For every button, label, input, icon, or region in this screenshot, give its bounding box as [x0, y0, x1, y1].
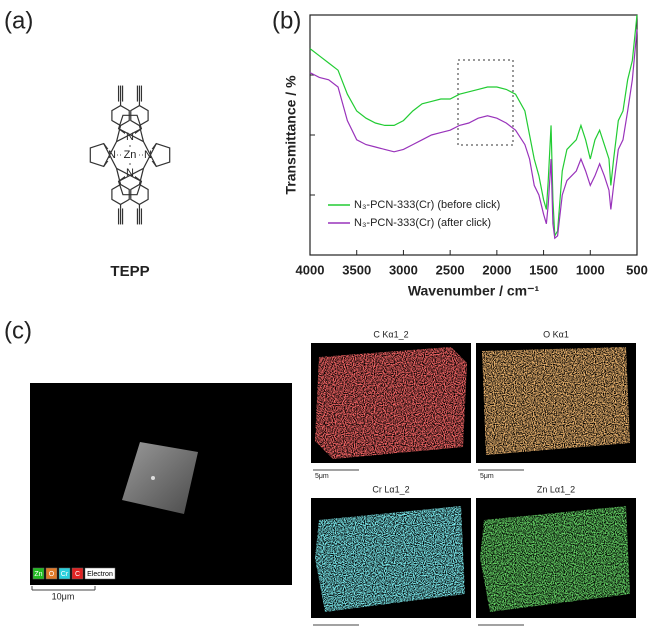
x-axis-title: Wavenumber / cm⁻¹	[408, 283, 540, 299]
x-tick-label: 2500	[436, 262, 465, 277]
map-signal	[311, 343, 471, 463]
scale-label: 5μm	[480, 473, 494, 480]
scale-label: 5μm	[315, 473, 329, 480]
x-tick-label: 2000	[482, 262, 511, 277]
map-speckle	[311, 343, 471, 463]
figure: (a) (b) (c) TEPP NNNNZn 4000 3500 3000 2500…	[0, 0, 649, 626]
map-title: Zn Lα1_2	[537, 484, 575, 494]
molecule-name: TEPP	[110, 263, 149, 280]
legend-label: N₃-PCN-333(Cr) (after click)	[354, 217, 491, 229]
legend-label: C	[75, 571, 80, 578]
legend-label: O	[49, 571, 55, 578]
x-tick-label: 1500	[529, 262, 558, 277]
legend-label: Zn	[34, 571, 42, 578]
highlight-box	[458, 60, 513, 145]
x-tick-label: 500	[626, 262, 648, 277]
x-tick-label: 3500	[342, 262, 371, 277]
legend-label: Electron	[87, 571, 113, 578]
panel-label: (a)	[4, 7, 33, 34]
crystal-spot	[151, 476, 155, 480]
ftir-chart: 4000 3500 3000 2500 2000 1500 1000 500 Wavenumbe…	[283, 15, 648, 299]
x-tick-label: 3000	[389, 262, 418, 277]
y-axis-title: Transmittance / %	[283, 75, 299, 195]
legend-label: N₃-PCN-333(Cr) (before click)	[354, 199, 500, 211]
panel-label: (b)	[272, 7, 301, 34]
panel-label: (c)	[4, 317, 32, 344]
map-title: C Kα1_2	[373, 329, 408, 339]
x-tick-label: 1000	[576, 262, 605, 277]
map-title: Cr Lα1_2	[372, 484, 409, 494]
x-tick-label: 4000	[296, 262, 325, 277]
map-title: O Kα1	[543, 329, 569, 339]
scale-label: 10μm	[52, 591, 75, 601]
legend-label: Cr	[61, 571, 69, 578]
atom-label: Zn	[124, 149, 137, 161]
sem-image: 10μm Zn O Cr C Electron	[30, 383, 292, 601]
eds-maps: C Kα1_2 5μm O Kα1 5μm Cr Lα1_2 Zn Lα1_2	[311, 329, 636, 625]
